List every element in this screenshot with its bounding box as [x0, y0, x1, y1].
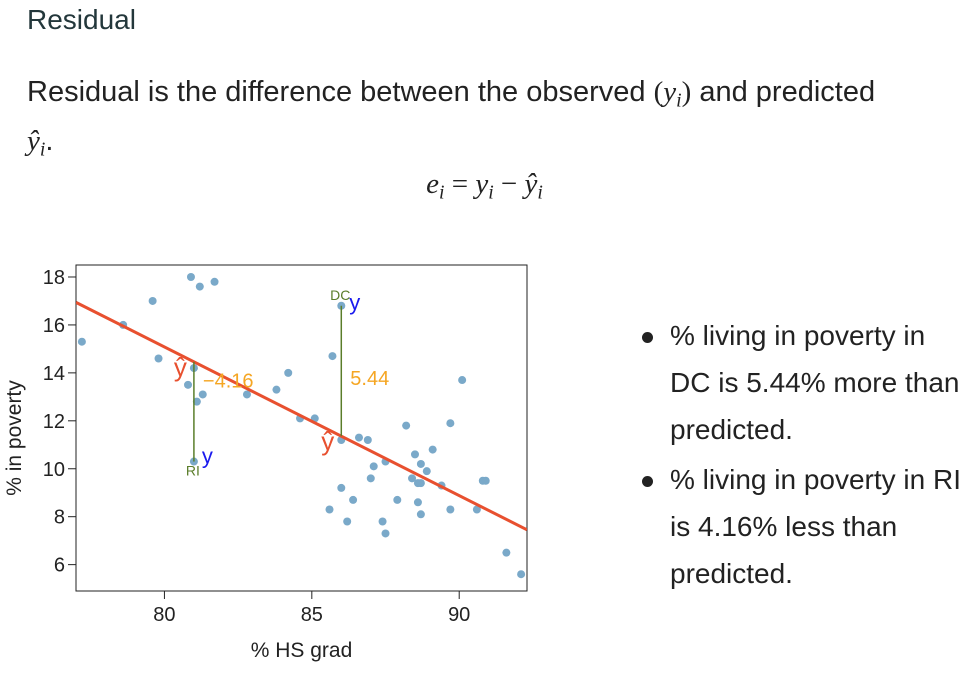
plot-frame — [75, 264, 528, 592]
data-point — [416, 459, 425, 468]
y-tick-label: 8 — [54, 507, 65, 529]
y-tick-label: 6 — [54, 555, 65, 577]
data-point — [77, 337, 86, 346]
data-point — [195, 282, 204, 291]
data-point — [422, 467, 431, 476]
data-point — [413, 498, 422, 507]
data-point — [328, 352, 337, 361]
predicted-yhat-label: ŷ — [174, 352, 187, 382]
intro-and: and predicted — [699, 76, 876, 108]
bullet-dc: % living in poverty in DC is 5.44% more … — [640, 312, 970, 453]
data-point — [363, 435, 372, 444]
x-axis-label: % HS grad — [251, 639, 353, 662]
residual-value-label: −4.16 — [203, 371, 254, 393]
intro-text: Residual is the difference between the o… — [27, 76, 646, 108]
data-point — [242, 390, 251, 399]
data-point — [210, 277, 219, 286]
data-point — [446, 505, 455, 514]
data-point — [378, 517, 387, 526]
data-point — [366, 474, 375, 483]
scatter-chart: 6 8 10 12 14 16 18 80 85 90 % HS grad % in poverty D… — [0, 240, 600, 687]
data-point — [481, 476, 490, 485]
y-tick-label: 10 — [43, 459, 65, 481]
data-point — [416, 479, 425, 488]
slide-title: Residual — [27, 4, 136, 35]
data-point — [349, 495, 358, 504]
residual-value-label: 5.44 — [350, 368, 389, 390]
data-point — [198, 390, 207, 399]
data-point — [458, 376, 467, 385]
state-label: DC — [330, 287, 350, 303]
data-point — [410, 450, 419, 459]
y-tick-label: 16 — [43, 315, 65, 337]
predicted-yhat-label: ŷ — [321, 426, 334, 456]
data-point — [154, 354, 163, 363]
data-point — [337, 483, 346, 492]
data-point — [343, 517, 352, 526]
intro-end: . — [45, 124, 54, 157]
intro-paragraph: Residual is the difference between the o… — [27, 72, 957, 169]
data-point — [402, 421, 411, 430]
x-tick-label: 90 — [448, 604, 470, 626]
data-point — [369, 462, 378, 471]
regression-line — [76, 301, 527, 532]
data-point — [325, 505, 334, 514]
data-point — [393, 495, 402, 504]
data-point — [428, 445, 437, 454]
y-tick-label: 18 — [43, 267, 65, 289]
predicted-symbol: ŷi — [27, 124, 46, 161]
y-axis-label: % in poverty — [3, 380, 26, 496]
data-point — [381, 529, 390, 538]
data-point — [192, 397, 201, 406]
state-label: RI — [186, 463, 200, 479]
bullet-list: % living in poverty in DC is 5.44% more … — [640, 312, 970, 600]
data-point — [354, 433, 363, 442]
observed-symbol: (yi) — [653, 76, 692, 112]
data-point — [446, 419, 455, 428]
data-point — [408, 474, 417, 483]
x-tick-label: 80 — [153, 604, 175, 626]
residual-formula: ei = yi − ŷi — [426, 168, 543, 204]
scatter-plot-svg: 6 8 10 12 14 16 18 80 85 90 % HS grad % in poverty D… — [3, 264, 528, 662]
y-tick-label: 14 — [43, 363, 65, 385]
data-point — [517, 570, 526, 579]
data-point — [272, 385, 281, 394]
data-point — [416, 510, 425, 519]
data-point — [472, 505, 481, 514]
data-point — [189, 457, 198, 466]
observed-y-label: y — [349, 290, 360, 315]
data-point — [186, 272, 195, 281]
observed-y-label: y — [202, 444, 213, 469]
data-point — [284, 368, 293, 377]
y-tick-label: 12 — [43, 411, 65, 433]
x-tick-label: 85 — [301, 604, 323, 626]
data-point — [148, 296, 157, 305]
bullet-ri: % living in poverty in RI is 4.16% less … — [640, 456, 970, 597]
data-point — [502, 548, 511, 557]
data-point — [184, 380, 193, 389]
